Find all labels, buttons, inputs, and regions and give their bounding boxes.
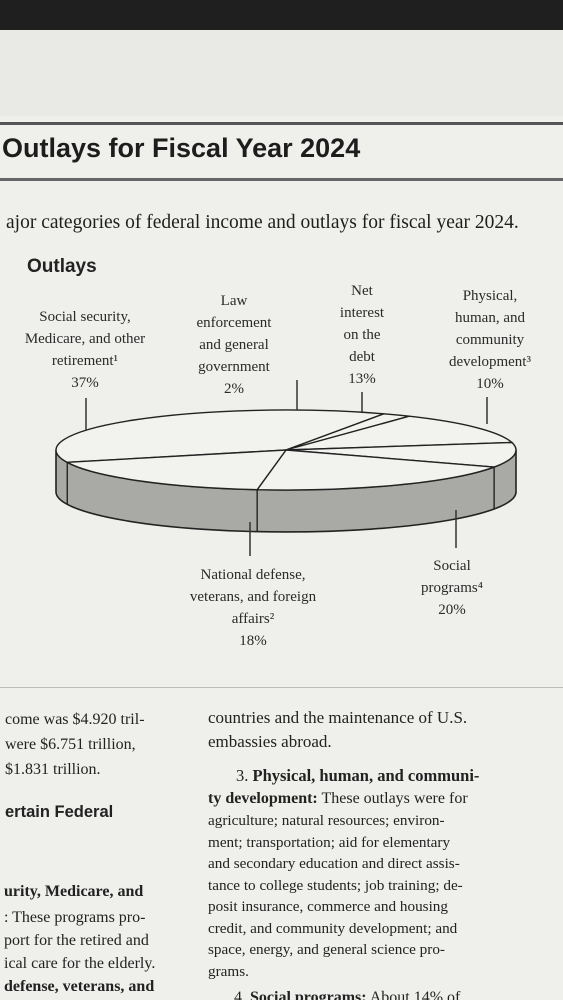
pct-social-programs: 20% xyxy=(438,602,466,618)
item-3-heading-line: 3. Physical, human, and communi- xyxy=(236,766,480,785)
pct-law-enforcement: 2% xyxy=(224,381,244,397)
label-law-enforcement: Law enforcement and general government 2… xyxy=(178,290,290,400)
item-3-line-7: posit insurance, commerce and housing xyxy=(208,898,448,915)
pie-slice-net-interest xyxy=(285,415,514,451)
item-3-line-8: credit, and community development; and xyxy=(208,919,458,937)
left-para-line-4: ical care for the elderly. xyxy=(4,955,156,972)
item-3-line-6: tance to college students; job training;… xyxy=(208,876,463,894)
left-line-2: were $6.751 trillion, xyxy=(5,736,136,753)
pie-slice-physical-human xyxy=(285,441,517,468)
item-3-line-3: agriculture; natural resources; environ- xyxy=(208,812,445,829)
outlays-pie-chart xyxy=(55,380,517,556)
label-physical-human: Physical, human, and community developme… xyxy=(428,285,552,395)
left-line-1: come was $4.920 tril- xyxy=(5,711,145,728)
pie-slice-social-programs xyxy=(255,449,495,491)
page-margin xyxy=(0,30,563,116)
item-4-heading-line: 4. Social programs: About 14% of xyxy=(234,989,461,1000)
item-3-heading-line-2: ty development: These outlays were for xyxy=(208,790,468,807)
left-para-line-3: port for the retired and xyxy=(4,932,149,949)
item-3-line-9: space, energy, and general science pro- xyxy=(208,941,445,958)
item-3-line-5: and secondary education and direct assis… xyxy=(208,855,460,872)
pct-national-defense: 18% xyxy=(239,633,267,649)
left-line-3: $1.831 trillion. xyxy=(5,761,101,778)
right-column: countries and the maintenance of U.S. em… xyxy=(208,706,563,1000)
item-3-line-4: ment; transportation; aid for elementary xyxy=(208,833,451,851)
left-subheading: ertain Federal xyxy=(5,803,114,821)
left-para-line-5: defense, veterans, and xyxy=(4,978,155,995)
leader-law-enforcement xyxy=(296,380,298,410)
left-para-line-2: : These programs pro- xyxy=(4,909,146,926)
monitor-bezel xyxy=(0,0,563,30)
chart-heading: Outlays xyxy=(27,256,97,277)
left-para-line-1: urity, Medicare, and xyxy=(4,883,144,900)
page-title: Outlays for Fiscal Year 2024 xyxy=(2,133,361,163)
right-line-1: countries and the maintenance of U.S. xyxy=(208,708,468,727)
title-rule-bottom xyxy=(0,178,563,181)
pie-slice-national-defense xyxy=(64,449,288,491)
intro-sentence: ajor categories of federal income and ou… xyxy=(6,212,519,233)
right-line-2: embassies abroad. xyxy=(208,732,332,751)
pct-social-security: 37% xyxy=(71,375,99,391)
title-rule-top xyxy=(0,122,563,125)
label-net-interest: Net interest on the debt 13% xyxy=(322,280,402,390)
label-social-security: Social security, Medicare, and other ret… xyxy=(4,306,166,394)
pct-net-interest: 13% xyxy=(348,371,376,387)
chart-bottom-rule xyxy=(0,687,563,688)
label-national-defense: National defense, veterans, and foreign … xyxy=(168,564,338,652)
pct-physical-human: 10% xyxy=(476,376,504,392)
label-social-programs: Social programs⁴ 20% xyxy=(402,555,502,621)
item-3-line-10: grams. xyxy=(208,962,249,980)
pie-slice-social-security xyxy=(55,409,385,464)
